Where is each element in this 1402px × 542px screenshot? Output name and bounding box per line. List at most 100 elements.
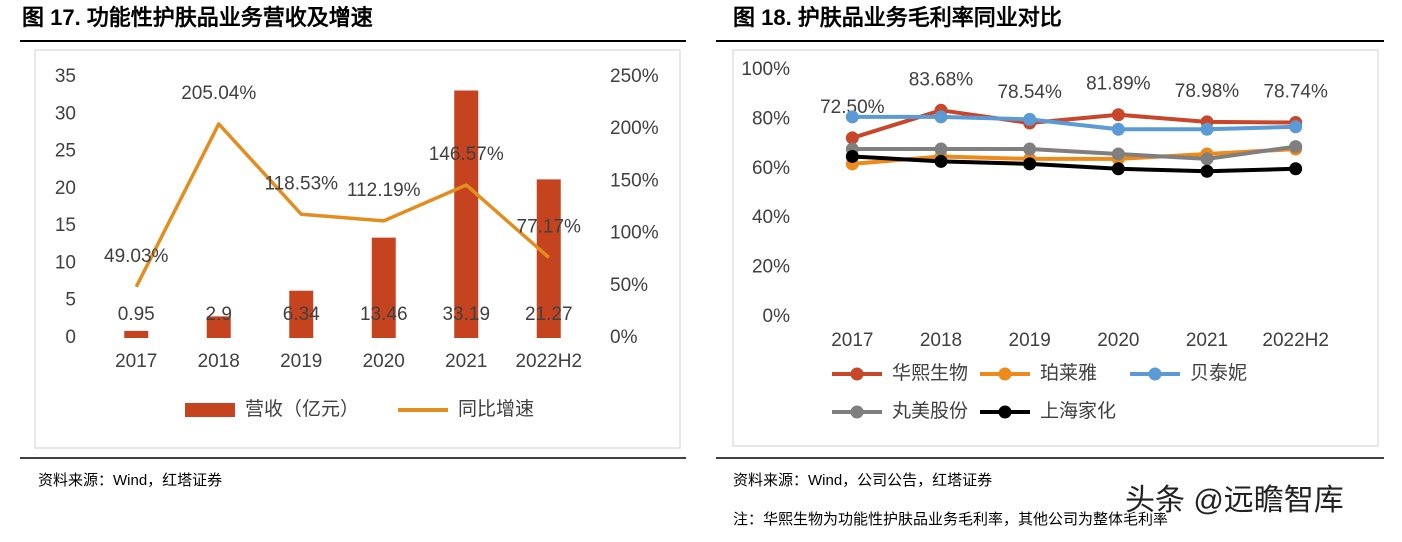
bar [536, 179, 561, 338]
chart-title: 图 18. 护肤品业务毛利率同业对比 [733, 5, 1062, 30]
y-tick-label: 40% [752, 207, 790, 228]
legend-marker [850, 405, 864, 419]
marker [1289, 162, 1303, 176]
line [851, 108, 1296, 140]
bar [206, 316, 231, 338]
y-tick-label: 0% [763, 306, 791, 327]
x-tick-label: 2017 [831, 330, 873, 351]
x-tick-label: 2018 [198, 351, 240, 372]
legend-label: 贝泰妮 [1190, 362, 1247, 384]
data-label: 112.19% [347, 180, 421, 201]
bar [289, 290, 314, 338]
y2-tick-label: 0% [610, 327, 638, 348]
legend-label: 同比增速 [458, 398, 534, 420]
data-label: 72.50% [820, 97, 885, 118]
data-label: 77.17% [517, 216, 582, 237]
y-tick-label: 10 [55, 252, 76, 273]
line [134, 122, 550, 288]
y-tick-label: 0 [65, 327, 76, 348]
x-tick-label: 2020 [363, 351, 405, 372]
data-label: 146.57% [429, 144, 504, 165]
x-tick-label: 2017 [115, 351, 157, 372]
x-tick-label: 2019 [280, 351, 322, 372]
legend-label: 上海家化 [1040, 400, 1116, 422]
legend-marker [1148, 367, 1162, 381]
marker [934, 110, 948, 124]
x-tick-label: 2019 [1009, 330, 1051, 351]
marker [1200, 122, 1214, 136]
y-tick-label: 60% [752, 158, 790, 179]
y-tick-label: 20% [752, 257, 790, 278]
marker [934, 142, 948, 156]
y-tick-label: 35 [55, 66, 76, 87]
legend-marker [850, 367, 864, 381]
y2-tick-label: 100% [610, 223, 659, 244]
legend-label: 华熙生物 [892, 362, 968, 384]
marker [1111, 108, 1125, 122]
data-label: 2.9 [206, 304, 232, 325]
marker [1023, 142, 1037, 156]
marker [845, 131, 859, 145]
y-tick-label: 80% [752, 108, 790, 129]
legend-marker [998, 405, 1012, 419]
y-tick-label: 5 [65, 290, 76, 311]
data-label: 78.98% [1175, 81, 1240, 102]
line [852, 114, 1296, 132]
data-label: 83.68% [909, 69, 974, 90]
legend-marker [998, 367, 1012, 381]
y2-tick-label: 250% [610, 66, 659, 87]
bar [454, 90, 479, 338]
marker [934, 154, 948, 168]
chart-frame [34, 49, 681, 449]
marker [1289, 140, 1303, 154]
x-tick-label: 2022H2 [1262, 330, 1329, 351]
y2-tick-label: 50% [610, 275, 648, 296]
data-label: 49.03% [104, 246, 169, 267]
bar [371, 237, 396, 338]
watermark: 头条 @远瞻智库 [1125, 484, 1344, 517]
data-label: 13.46 [360, 304, 408, 325]
marker [1200, 152, 1214, 166]
marker [1111, 162, 1125, 176]
line [852, 147, 1296, 166]
marker [1200, 164, 1214, 178]
marker [845, 149, 859, 163]
legend-label: 珀莱雅 [1040, 362, 1097, 384]
x-tick-label: 2022H2 [515, 351, 582, 372]
data-label: 78.54% [997, 82, 1062, 103]
line [852, 154, 1296, 174]
data-label: 0.95 [118, 304, 155, 325]
marker [1023, 112, 1037, 126]
x-tick-label: 2021 [445, 351, 487, 372]
data-label: 118.53% [264, 173, 338, 194]
source: 资料来源：Wind，红塔证券 [38, 472, 222, 489]
line [852, 144, 1296, 161]
y-tick-label: 25 [55, 141, 76, 162]
data-label: 205.04% [181, 83, 256, 104]
bar [124, 330, 149, 338]
y-tick-label: 15 [55, 215, 76, 236]
marker [845, 110, 859, 124]
data-label: 33.19 [442, 304, 490, 325]
source: 资料来源：Wind，公司公告，红塔证券 [733, 472, 992, 489]
y2-tick-label: 200% [610, 118, 659, 139]
y2-tick-label: 150% [610, 170, 659, 191]
chart-title: 图 17. 功能性护肤品业务营收及增速 [22, 5, 373, 30]
y-tick-label: 20 [55, 178, 76, 199]
data-label: 21.27 [525, 304, 573, 325]
marker [1111, 122, 1125, 136]
x-tick-label: 2020 [1097, 330, 1139, 351]
y-tick-label: 30 [55, 103, 76, 124]
legend-label: 营收（亿元） [245, 398, 359, 420]
marker [1111, 147, 1125, 161]
marker [1023, 157, 1037, 171]
x-tick-label: 2018 [920, 330, 962, 351]
data-label: 6.34 [283, 304, 320, 325]
legend-swatch [185, 403, 235, 417]
data-label: 78.74% [1263, 82, 1328, 103]
x-tick-label: 2021 [1186, 330, 1228, 351]
data-label: 81.89% [1086, 74, 1151, 95]
marker [1289, 120, 1303, 134]
legend-label: 丸美股份 [892, 400, 968, 422]
